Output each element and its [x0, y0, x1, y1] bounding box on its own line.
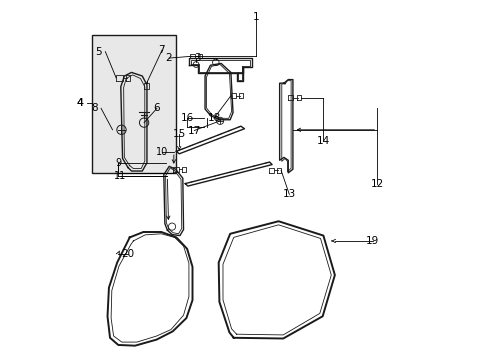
Text: 10: 10 [156, 147, 168, 157]
Text: 12: 12 [370, 179, 383, 189]
Text: 4: 4 [76, 98, 83, 108]
Text: 5: 5 [95, 46, 102, 57]
Text: 3: 3 [194, 53, 201, 63]
Text: 14: 14 [316, 136, 329, 145]
Text: 9: 9 [115, 158, 121, 168]
Text: 13: 13 [282, 189, 295, 199]
Text: 4: 4 [76, 98, 82, 108]
Text: 19: 19 [366, 236, 379, 246]
Text: 20: 20 [121, 248, 134, 258]
Bar [92, 35, 176, 173]
Text: 8: 8 [91, 103, 98, 113]
Text: 11: 11 [113, 171, 125, 181]
Text: 1: 1 [252, 12, 259, 22]
Text: 17: 17 [187, 126, 201, 135]
Text: 6: 6 [153, 103, 160, 113]
Text: 16: 16 [180, 113, 193, 123]
Text: 2: 2 [164, 53, 171, 63]
Text: 18: 18 [207, 113, 220, 123]
Text: 15: 15 [172, 129, 185, 139]
Text: 7: 7 [158, 45, 164, 55]
